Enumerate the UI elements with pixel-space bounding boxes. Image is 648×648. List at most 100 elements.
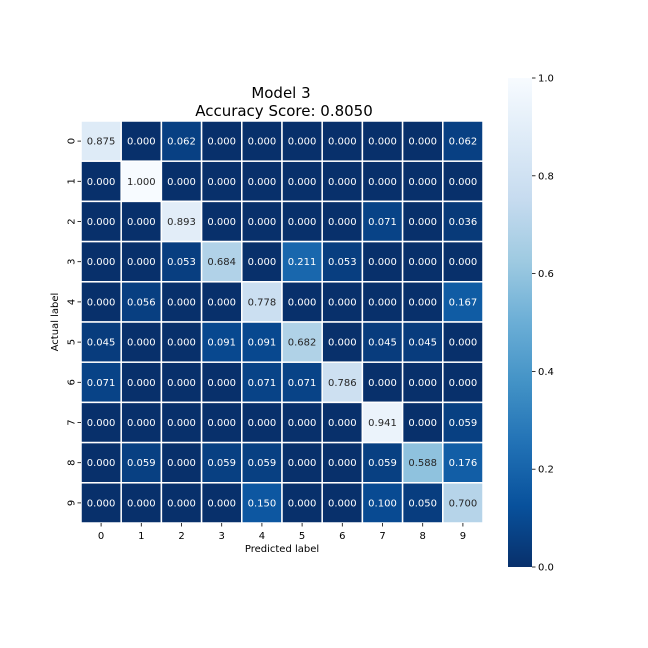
colorbar-tick-label: 0.8 (538, 171, 554, 182)
heatmap-cell (80, 482, 122, 524)
heatmap-cell (321, 160, 364, 203)
heatmap-cell (281, 361, 323, 404)
cell-value-label: 0.000 (288, 137, 317, 148)
heatmap-cell (321, 482, 364, 524)
heatmap-cell (361, 482, 404, 524)
y-tick-label: 7 (67, 419, 78, 425)
x-tick-label: 4 (259, 531, 265, 542)
x-axis-ticks: 0 1 2 3 4 5 6 7 8 9 (98, 523, 466, 542)
y-tick-label: 1 (67, 178, 78, 184)
heatmap-cell (442, 120, 484, 162)
heatmap-cell-labels: 0.875 0.000 0.062 0.000 0.000 0.000 0.000 0.000… (87, 137, 477, 510)
heatmap-cell (120, 401, 163, 444)
cell-value-label: 0.000 (167, 458, 196, 469)
cell-value-label: 0.150 (248, 498, 277, 509)
colorbar-tick-label: 0.0 (538, 563, 554, 574)
x-tick-label: 9 (460, 531, 466, 542)
cell-value-label: 0.071 (248, 378, 277, 389)
cell-value-label: 0.045 (368, 338, 397, 349)
heatmap-cell (200, 401, 243, 444)
cell-value-label: 0.000 (328, 418, 357, 429)
heatmap-cell (241, 321, 283, 363)
x-tick-label: 6 (339, 531, 345, 542)
cell-value-label: 0.000 (288, 297, 317, 308)
cell-value-label: 0.000 (207, 378, 236, 389)
cell-value-label: 0.000 (127, 378, 156, 389)
cell-value-label: 0.000 (408, 177, 437, 188)
cell-value-label: 0.071 (368, 217, 397, 228)
y-tick-label: 9 (67, 500, 78, 506)
cell-value-label: 0.000 (328, 217, 357, 228)
cell-value-label: 0.000 (207, 418, 236, 429)
cell-value-label: 0.091 (248, 338, 277, 349)
x-axis-label: Predicted label (245, 544, 319, 555)
cell-value-label: 0.000 (167, 338, 196, 349)
cell-value-label: 0.875 (87, 137, 116, 148)
colorbar-tick-label: 0.4 (538, 367, 554, 378)
heatmap-cell (321, 401, 364, 444)
heatmap-cell (160, 321, 203, 363)
heatmap-cell (200, 321, 243, 363)
heatmap-cell (442, 482, 484, 524)
heatmap-cell (361, 361, 404, 404)
heatmap-cell (401, 482, 444, 524)
cell-value-label: 0.700 (449, 498, 478, 509)
colorbar-tick-label: 0.6 (538, 269, 554, 280)
cell-value-label: 0.000 (408, 257, 437, 268)
cell-value-label: 0.045 (408, 338, 437, 349)
colorbar (508, 78, 532, 567)
heatmap-cell (80, 361, 122, 404)
cell-value-label: 0.050 (408, 498, 437, 509)
cell-value-label: 0.000 (328, 338, 357, 349)
heatmap-cell (321, 200, 364, 243)
cell-value-label: 0.000 (328, 177, 357, 188)
x-tick-label: 1 (138, 531, 144, 542)
y-tick-label: 8 (67, 460, 78, 466)
cell-value-label: 0.682 (288, 338, 317, 349)
cell-value-label: 0.045 (87, 338, 116, 349)
cell-value-label: 0.000 (127, 498, 156, 509)
cell-value-label: 0.000 (167, 498, 196, 509)
cell-value-label: 0.059 (127, 458, 156, 469)
cell-value-label: 0.000 (408, 418, 437, 429)
heatmap-cell (361, 401, 404, 444)
heatmap-cell (442, 200, 484, 243)
heatmap-cell (281, 240, 323, 283)
cell-value-label: 0.000 (87, 177, 116, 188)
cell-value-label: 0.176 (449, 458, 478, 469)
cell-value-label: 0.000 (207, 297, 236, 308)
y-tick-label: 2 (67, 218, 78, 224)
cell-value-label: 0.000 (288, 418, 317, 429)
cell-value-label: 0.000 (288, 217, 317, 228)
heatmap-cell (120, 441, 163, 484)
heatmap-cell (321, 361, 364, 404)
heatmap-cell (281, 482, 323, 524)
cell-value-label: 0.059 (248, 458, 277, 469)
y-tick-label: 5 (67, 339, 78, 345)
y-tick-label: 0 (67, 138, 78, 144)
heatmap-cell (241, 401, 283, 444)
cell-value-label: 0.000 (368, 297, 397, 308)
heatmap-cell (401, 160, 444, 203)
cell-value-label: 0.000 (449, 338, 478, 349)
y-tick-label: 3 (67, 259, 78, 265)
colorbar-tick-label: 0.2 (538, 465, 554, 476)
heatmap-cell (442, 361, 484, 404)
cell-value-label: 0.778 (248, 297, 277, 308)
cell-value-label: 0.000 (207, 137, 236, 148)
heatmap-cell (401, 441, 444, 484)
heatmap-cell (80, 321, 122, 363)
cell-value-label: 0.167 (449, 297, 478, 308)
heatmap-cell (401, 401, 444, 444)
cell-value-label: 0.000 (449, 177, 478, 188)
heatmap-cell (442, 281, 484, 323)
cell-value-label: 0.000 (248, 418, 277, 429)
cell-value-label: 0.062 (167, 137, 196, 148)
cell-value-label: 0.000 (167, 177, 196, 188)
cell-value-label: 0.000 (288, 458, 317, 469)
heatmap-cell (361, 441, 404, 484)
cell-value-label: 0.059 (207, 458, 236, 469)
cell-value-label: 0.000 (248, 177, 277, 188)
cell-value-label: 0.000 (167, 297, 196, 308)
cell-value-label: 0.000 (449, 378, 478, 389)
